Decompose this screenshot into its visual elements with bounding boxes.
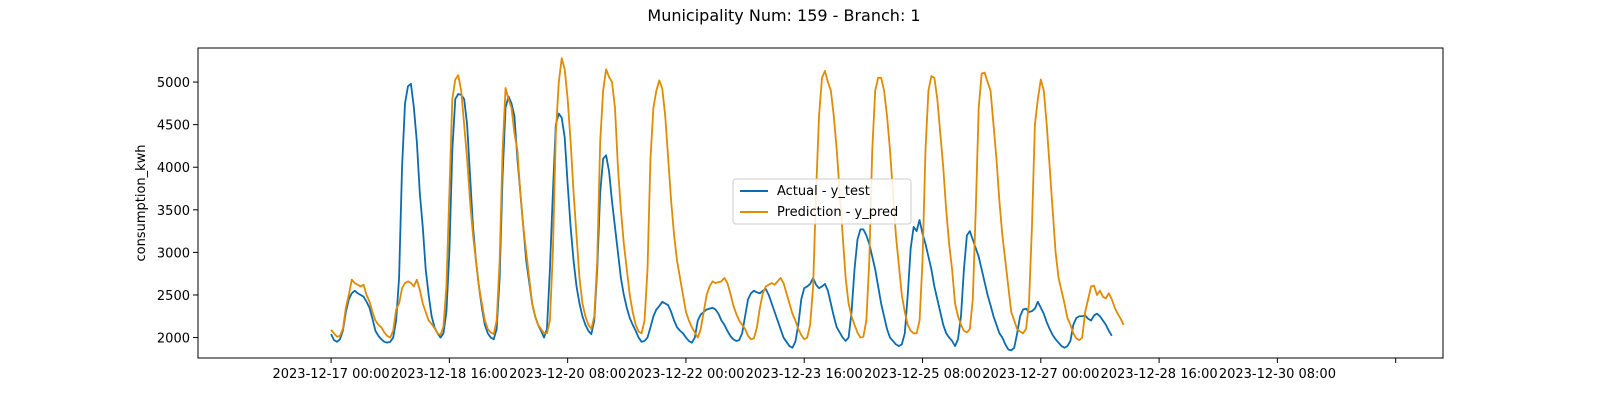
x-tick-label: 2023-12-30 08:00: [1219, 367, 1336, 382]
y-axis-label: consumption_kwh: [134, 144, 149, 261]
legend-box: [732, 178, 912, 225]
y-tick-label: 5000: [157, 76, 190, 91]
y-tick-label: 3000: [157, 246, 190, 261]
y-axis: 2000 2500 3000 3500 4000 4500 5000: [157, 76, 198, 347]
y-tick-label: 4000: [157, 161, 190, 176]
x-tick-label: 2023-12-23 16:00: [746, 367, 863, 382]
plot-lines: [330, 57, 1125, 352]
series-line-prediction: [330, 57, 1125, 342]
y-tick-label: 4500: [157, 119, 190, 134]
y-tick-label: 3500: [157, 204, 190, 219]
y-tick-label: 2000: [157, 332, 190, 347]
plot-frame: [197, 47, 1444, 359]
x-tick-label: 2023-12-22 00:00: [627, 367, 744, 382]
legend-label-actual: Actual - y_test: [777, 184, 870, 199]
legend: Actual - y_test Prediction - y_pred: [732, 178, 912, 225]
chart-title: Municipality Num: 159 - Branch: 1: [647, 6, 920, 25]
x-tick-label: 2023-12-18 16:00: [391, 367, 508, 382]
x-tick-label: 2023-12-25 08:00: [864, 367, 981, 382]
x-axis: 2023-12-17 00:00 2023-12-18 16:00 2023-12-…: [272, 358, 1397, 382]
x-tick-label: 2023-12-28 16:00: [1101, 367, 1218, 382]
legend-label-prediction: Prediction - y_pred: [777, 205, 898, 220]
x-tick-label: 2023-12-17 00:00: [272, 367, 389, 382]
x-tick-label: 2023-12-27 00:00: [982, 367, 1099, 382]
y-tick-label: 2500: [157, 289, 190, 304]
x-tick-label: 2023-12-20 08:00: [509, 367, 626, 382]
